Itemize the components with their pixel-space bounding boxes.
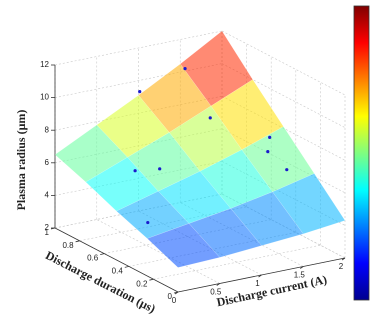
data-point [208,116,212,120]
surface-cell [146,223,221,268]
x-tick-label: 1 [255,279,260,288]
grid-line [54,63,223,98]
data-point [285,168,289,172]
y-tick-label: 0.8 [62,241,74,250]
data-point [183,67,187,71]
x-tick-label: 1.5 [294,271,306,280]
surface-cell [188,208,262,258]
grid-line [221,63,346,128]
data-point [158,167,162,171]
y-tick [75,240,80,243]
surface-cell [138,63,212,133]
colorbar [353,5,370,301]
y-tick-label: 1 [45,228,50,237]
y-axis [54,227,179,293]
grid-line [96,219,220,284]
y-tick-label: 0.2 [136,279,148,288]
z-tick-label: 6 [45,158,50,167]
y-tick-label: 0.4 [112,267,124,276]
x-tick-label: 2 [339,262,344,271]
data-point [146,220,150,225]
x-tick [300,266,304,269]
grid-line [221,30,346,96]
data-point [138,90,142,94]
y-tick-label: 0.6 [87,254,99,263]
surface-cell [272,173,346,235]
y-tick-label: 0 [168,292,173,301]
y-tick [124,266,129,268]
x-tick-label: 0 [172,296,177,305]
z-tick-label: 12 [40,60,49,69]
z-tick-label: 2 [45,223,50,232]
z-axis-label: Plasma radius (μm) [14,110,28,211]
y-tick [173,291,179,294]
x-tick [258,274,262,278]
surface-cell [157,171,232,224]
x-axis-label: Discharge current (A) [215,272,328,309]
z-tick-label: 8 [45,125,50,134]
grid-line [153,244,321,280]
data-point [133,169,137,173]
grid-line [54,30,223,66]
z-tick-label: 10 [40,93,49,102]
z-tick-label: 4 [45,191,50,200]
y-tick [100,253,105,255]
data-point [266,149,270,154]
surface-cell [54,124,128,183]
y-tick [149,278,154,281]
x-tick [341,257,346,261]
x-tick [216,283,220,286]
x-tick-label: 0.5 [210,288,222,297]
data-point [268,135,272,140]
